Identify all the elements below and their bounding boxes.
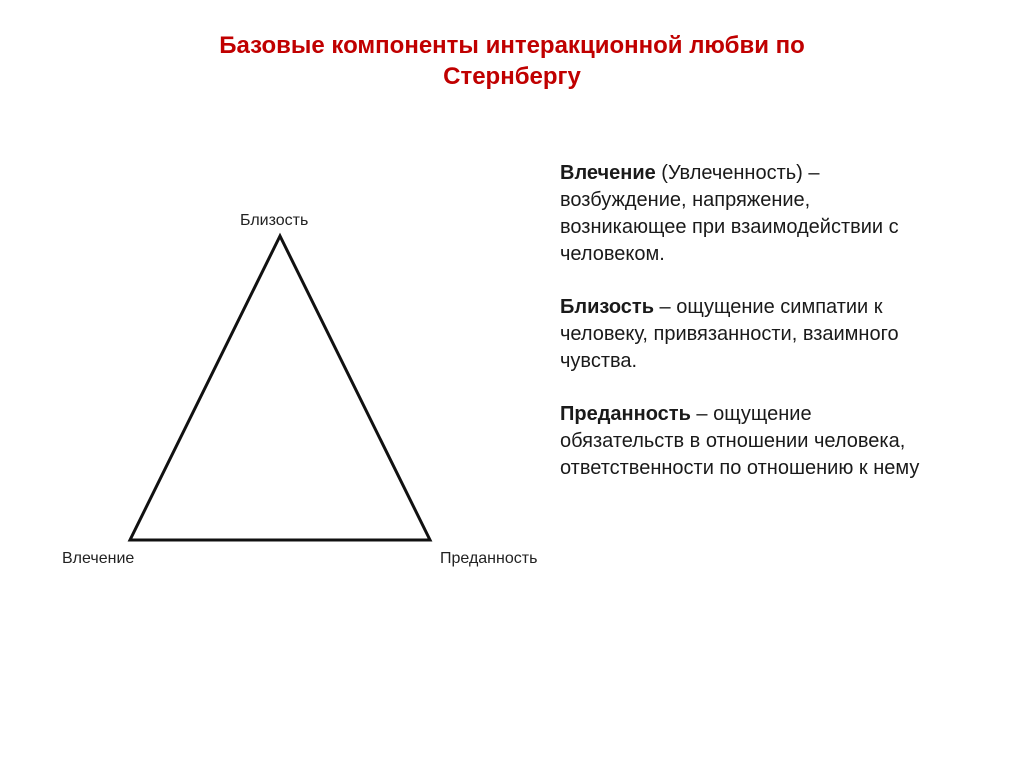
desc-item-0: Влечение (Увлеченность) – возбуждение, н… [560, 160, 940, 268]
slide: { "title": { "line1": "Базовые компонент… [0, 0, 1024, 767]
triangle-shape [130, 236, 430, 540]
desc-term-1: Близость [560, 296, 654, 318]
title-line2: Стернбергу [443, 63, 581, 90]
vertex-label-top: Близость [240, 212, 308, 230]
desc-item-1: Близость – ощущение симпатии к человеку,… [560, 294, 940, 375]
desc-term-0: Влечение [560, 162, 656, 184]
title-line1: Базовые компоненты интеракционной любви … [219, 32, 805, 59]
desc-term-2: Преданность [560, 403, 691, 425]
triangle-diagram: Близость Влечение Преданность [60, 200, 500, 600]
desc-item-2: Преданность – ощущение обязательств в от… [560, 401, 940, 482]
desc-extra-0: (Увлеченность) [656, 162, 803, 184]
slide-title: Базовые компоненты интеракционной любви … [0, 30, 1024, 92]
vertex-label-right: Преданность [440, 550, 537, 568]
vertex-label-left: Влечение [62, 550, 134, 568]
description-column: Влечение (Увлеченность) – возбуждение, н… [560, 160, 940, 508]
triangle-svg [60, 200, 500, 600]
